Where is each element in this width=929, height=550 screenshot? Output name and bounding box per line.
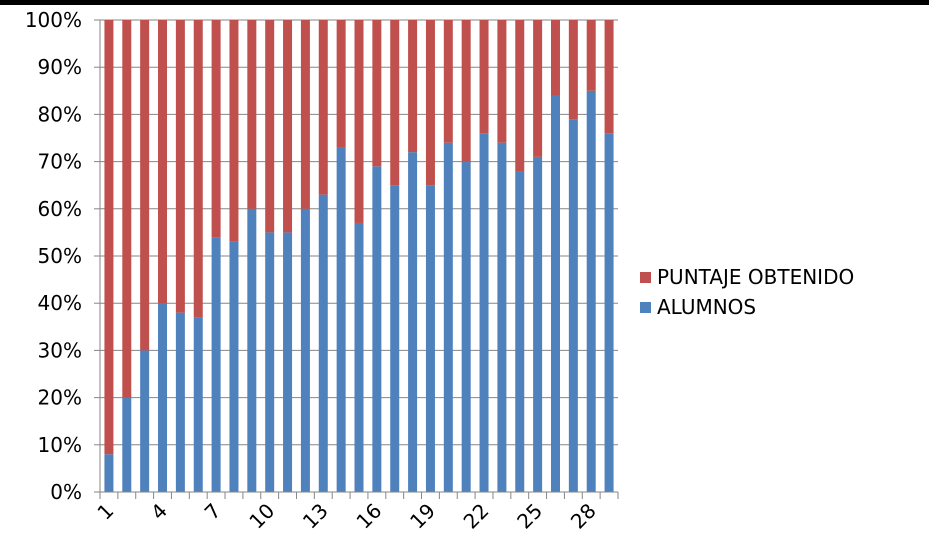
bar-alumnos-23: [497, 142, 507, 492]
bar-puntaje-21: [461, 20, 471, 162]
y-tick-label: 0%: [50, 480, 82, 504]
legend-swatch-puntaje: [640, 271, 651, 283]
bar-puntaje-24: [515, 20, 525, 172]
top-border: [0, 0, 929, 5]
bar-alumnos-20: [443, 142, 453, 492]
y-tick-label: 70%: [38, 150, 82, 174]
legend-label-alumnos: ALUMNOS: [657, 295, 757, 319]
bar-alumnos-25: [533, 156, 543, 492]
bar-alumnos-1: [104, 454, 114, 492]
bar-alumnos-16: [372, 166, 382, 492]
x-tick-label: 22: [459, 499, 494, 534]
y-tick-label: 60%: [38, 197, 82, 221]
bar-alumnos-19: [425, 185, 435, 492]
legend: PUNTAJE OBTENIDO ALUMNOS: [640, 262, 854, 322]
bar-alumnos-12: [300, 208, 310, 493]
bar-puntaje-26: [550, 20, 560, 96]
bar-alumnos-7: [211, 237, 221, 492]
bar-puntaje-8: [229, 20, 239, 242]
bar-puntaje-10: [265, 20, 275, 233]
legend-item-alumnos: ALUMNOS: [640, 292, 854, 322]
bar-puntaje-27: [568, 20, 578, 120]
bar-puntaje-25: [533, 20, 543, 157]
y-tick-label: 20%: [38, 386, 82, 410]
bar-puntaje-18: [408, 20, 418, 153]
bar-alumnos-13: [318, 194, 328, 492]
bar-alumnos-9: [247, 208, 257, 493]
bar-alumnos-8: [229, 241, 239, 492]
bar-alumnos-3: [140, 350, 150, 492]
bar-alumnos-26: [550, 95, 560, 493]
x-tick-label: 10: [244, 499, 279, 534]
bar-alumnos-10: [265, 232, 275, 492]
bar-puntaje-4: [158, 20, 168, 304]
bar-alumnos-21: [461, 161, 471, 492]
bar-puntaje-19: [425, 20, 435, 186]
y-tick-label: 50%: [38, 244, 82, 268]
x-tick-label: 13: [298, 499, 333, 534]
bar-alumnos-28: [586, 90, 596, 493]
bar-puntaje-6: [193, 20, 203, 318]
y-tick-label: 90%: [38, 55, 82, 79]
x-tick-label: 25: [512, 499, 547, 534]
legend-swatch-alumnos: [640, 301, 651, 313]
bars: [104, 20, 614, 493]
legend-item-puntaje: PUNTAJE OBTENIDO: [640, 262, 854, 292]
bar-alumnos-11: [283, 232, 293, 492]
axes: [99, 20, 619, 499]
y-tick-label: 100%: [25, 8, 82, 32]
x-tick-label: 16: [351, 499, 386, 534]
bar-alumnos-22: [479, 133, 489, 492]
x-tick-label: 7: [200, 499, 226, 525]
bar-alumnos-4: [158, 303, 168, 492]
bar-alumnos-5: [175, 312, 185, 492]
bar-puntaje-17: [390, 20, 400, 186]
bar-puntaje-5: [175, 20, 185, 313]
y-tick-label: 10%: [38, 433, 82, 457]
x-tick-label: 19: [405, 499, 440, 534]
legend-label-puntaje: PUNTAJE OBTENIDO: [657, 265, 855, 289]
bar-puntaje-12: [300, 20, 310, 209]
bar-puntaje-1: [104, 20, 114, 455]
bar-puntaje-15: [354, 20, 364, 223]
bar-alumnos-2: [122, 397, 132, 492]
bar-alumnos-17: [390, 185, 400, 492]
y-tick-label: 30%: [38, 338, 82, 362]
bar-puntaje-9: [247, 20, 257, 209]
y-tick-label: 40%: [38, 291, 82, 315]
x-tick-labels: 1 4 7 10 13 16 19 22 25 28: [92, 499, 600, 534]
bar-puntaje-14: [336, 20, 346, 148]
bar-alumnos-15: [354, 222, 364, 492]
x-tick-label: 28: [566, 499, 601, 534]
bar-puntaje-22: [479, 20, 489, 134]
bar-puntaje-13: [318, 20, 328, 195]
bar-alumnos-18: [408, 152, 418, 492]
bar-puntaje-28: [586, 20, 596, 91]
bar-puntaje-23: [497, 20, 507, 143]
bar-puntaje-7: [211, 20, 221, 238]
bar-puntaje-16: [372, 20, 382, 167]
bar-alumnos-6: [193, 317, 203, 492]
x-tick-label: 4: [146, 499, 172, 525]
bar-alumnos-24: [515, 171, 525, 493]
x-tick-label: 1: [92, 499, 118, 525]
bar-puntaje-20: [443, 20, 453, 143]
bar-puntaje-2: [122, 20, 132, 398]
y-tick-labels: 0% 10% 20% 30% 40% 50% 60% 70% 80% 90% 100%: [25, 8, 82, 504]
bar-alumnos-27: [568, 119, 578, 493]
bar-puntaje-3: [140, 20, 150, 351]
bar-puntaje-29: [604, 20, 614, 134]
bar-alumnos-14: [336, 147, 346, 492]
bar-puntaje-11: [283, 20, 293, 233]
bar-alumnos-29: [604, 133, 614, 492]
y-tick-label: 80%: [38, 102, 82, 126]
